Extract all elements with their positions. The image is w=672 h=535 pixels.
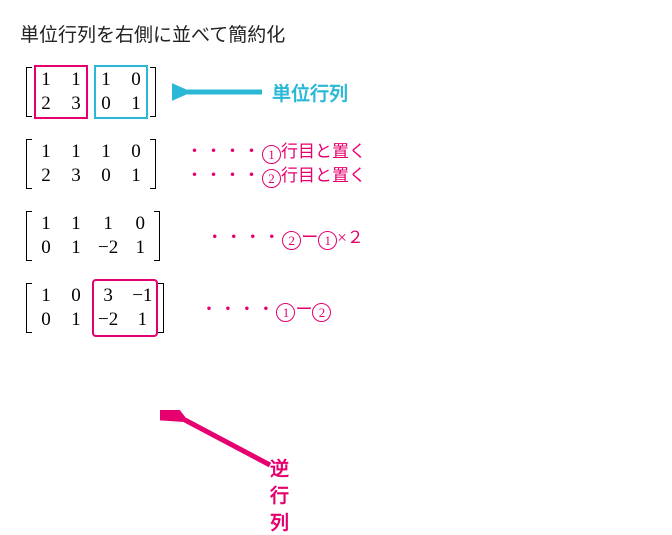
matrix-cell: 3	[98, 285, 118, 307]
matrix-3: 111001−21	[20, 209, 166, 263]
circled-number: 1	[276, 303, 295, 322]
inverse-callout: 逆行列	[160, 410, 300, 485]
annotation-text: 行目と置く	[281, 166, 366, 185]
page-title: 単位行列を右側に並べて簡約化	[20, 20, 652, 47]
matrix-cell: 3	[68, 165, 84, 187]
bracket-left	[26, 67, 32, 117]
matrix-2: 11102301	[20, 137, 162, 191]
matrix-cell: 1	[98, 141, 114, 163]
bracket-left	[26, 211, 32, 261]
dots: ・・・・	[186, 166, 262, 185]
identity-label: 単位行列	[272, 79, 348, 106]
bracket-right	[158, 283, 164, 333]
matrix-cell: −1	[132, 285, 152, 307]
matrix-cell: 1	[68, 213, 84, 235]
matrix-cell: 2	[38, 93, 54, 115]
annotation-text: 行目と置く	[281, 142, 366, 161]
matrix-cell: 1	[68, 309, 84, 331]
matrix-cell: 1	[128, 93, 144, 115]
matrix-cell: 1	[68, 69, 84, 91]
matrix-cell: 2	[38, 165, 54, 187]
matrix-row-2: 11102301 ・・・・1行目と置く ・・・・2行目と置く	[20, 137, 652, 191]
matrix-cell: 1	[132, 309, 152, 331]
matrix-cell: 3	[68, 93, 84, 115]
matrix-cell: 1	[38, 141, 54, 163]
matrix-cell: 1	[132, 237, 148, 259]
matrix-cell: 0	[38, 309, 54, 331]
arrow-identity	[172, 67, 272, 117]
annotation-text: ー	[301, 228, 318, 247]
annotation-line: ・・・・1行目と置く	[186, 140, 366, 164]
matrix-cell: 1	[128, 165, 144, 187]
matrix-4: 103−101−21	[20, 281, 170, 335]
matrix-cell: 1	[68, 237, 84, 259]
matrix-cell: 0	[132, 213, 148, 235]
matrix-cell: 1	[38, 285, 54, 307]
dots: ・・・・	[200, 300, 276, 319]
matrix-cell: 0	[128, 141, 144, 163]
matrix-cell: 1	[38, 69, 54, 91]
matrix-cell: 1	[98, 213, 118, 235]
matrix-cell: 1	[38, 213, 54, 235]
matrix-cell: 0	[128, 69, 144, 91]
bracket-right	[150, 67, 156, 117]
circled-number: 2	[282, 231, 301, 250]
matrix-cell: 0	[98, 93, 114, 115]
matrix-row-3: 111001−21 ・・・・2ー1×２	[20, 209, 652, 263]
matrix-row-4: 103−101−21 ・・・・1ー2	[20, 281, 652, 335]
annotation-line: ・・・・2行目と置く	[186, 164, 366, 188]
annotation-text: ×２	[337, 228, 364, 247]
matrix-cell: 0	[38, 237, 54, 259]
matrix-cell: −2	[98, 237, 118, 259]
matrix-row-1: 11102301 単位行列	[20, 65, 652, 119]
bracket-left	[26, 283, 32, 333]
matrix-cell: 1	[68, 141, 84, 163]
matrix-1: 11102301	[20, 65, 162, 119]
dots: ・・・・	[186, 142, 262, 161]
annotation-3: ・・・・2ー1×２	[206, 223, 364, 250]
circled-number: 1	[262, 145, 281, 164]
bracket-right	[154, 211, 160, 261]
circled-number: 2	[262, 169, 281, 188]
annotation-text: ー	[295, 300, 312, 319]
annotation-2: ・・・・1行目と置く ・・・・2行目と置く	[186, 140, 366, 188]
circled-number: 2	[312, 303, 331, 322]
bracket-left	[26, 139, 32, 189]
matrix-cell: −2	[98, 309, 118, 331]
circled-number: 1	[318, 231, 337, 250]
matrix-cell: 1	[98, 69, 114, 91]
matrix-cell: 0	[68, 285, 84, 307]
matrix-cell: 0	[98, 165, 114, 187]
annotation-4: ・・・・1ー2	[200, 295, 331, 322]
inverse-label: 逆行列	[270, 454, 300, 535]
dots: ・・・・	[206, 228, 282, 247]
bracket-right	[150, 139, 156, 189]
